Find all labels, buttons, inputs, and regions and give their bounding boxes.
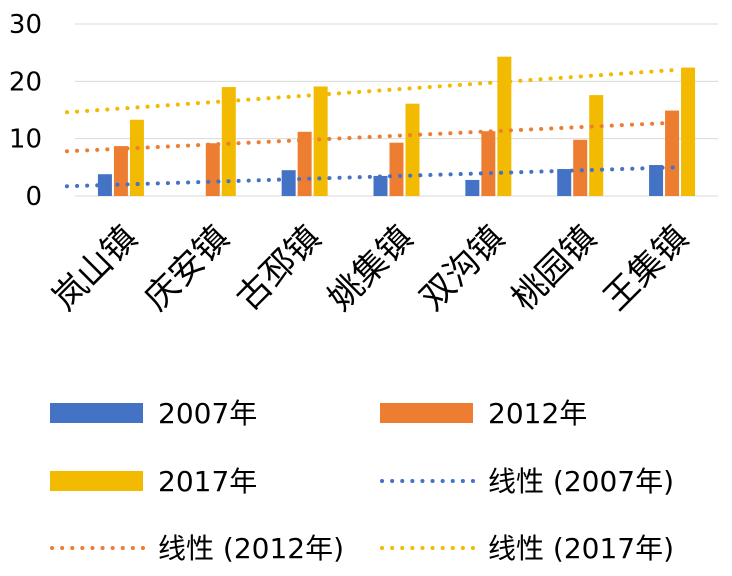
bar-2007年 xyxy=(465,179,480,196)
bar-2012年 xyxy=(113,146,128,196)
bar-2007年 xyxy=(281,170,296,196)
bar-2017年 xyxy=(313,86,328,196)
bar-2012年 xyxy=(481,131,496,196)
bar-2012年 xyxy=(665,110,680,196)
bar-2017年 xyxy=(221,87,236,196)
bar-2017年 xyxy=(129,119,144,196)
category-label: 古邳镇 xyxy=(229,218,329,318)
bar-2007年 xyxy=(97,174,112,196)
bar-2012年 xyxy=(573,139,588,196)
legend-label: 2017年 xyxy=(158,465,257,498)
bar-2017年 xyxy=(497,56,512,197)
trendline-2017年 xyxy=(64,67,679,115)
bar-2007年 xyxy=(557,169,572,196)
category-label: 王集镇 xyxy=(596,218,696,318)
legend-swatch xyxy=(380,403,473,423)
legend-label: 2012年 xyxy=(488,397,587,430)
legend-label: 线性 (2017年) xyxy=(488,532,674,565)
legend-swatch xyxy=(50,471,143,491)
bar-2007年 xyxy=(649,165,664,196)
bar-2017年 xyxy=(589,95,604,196)
bar-2012年 xyxy=(205,143,220,196)
trendline-2012年 xyxy=(64,120,679,154)
bar-2012年 xyxy=(389,142,404,196)
category-label: 双沟镇 xyxy=(412,218,512,318)
y-tick-label: 30 xyxy=(9,10,42,40)
y-tick-label: 0 xyxy=(25,182,42,212)
category-label: 姚集镇 xyxy=(320,218,420,318)
bar-2017年 xyxy=(405,103,420,196)
category-label: 庆安镇 xyxy=(137,218,237,318)
legend-label: 2007年 xyxy=(158,397,257,430)
category-label: 桃园镇 xyxy=(504,218,604,318)
y-tick-label: 20 xyxy=(9,67,42,97)
legend-label: 线性 (2007年) xyxy=(488,465,674,498)
bar-2017年 xyxy=(681,67,696,196)
category-label: 岚山镇 xyxy=(45,218,145,318)
legend-label: 线性 (2012年) xyxy=(158,532,344,565)
trendline-2007年 xyxy=(64,165,679,189)
bar-2007年 xyxy=(373,175,388,196)
y-tick-label: 10 xyxy=(9,125,42,155)
legend-swatch xyxy=(50,403,143,423)
